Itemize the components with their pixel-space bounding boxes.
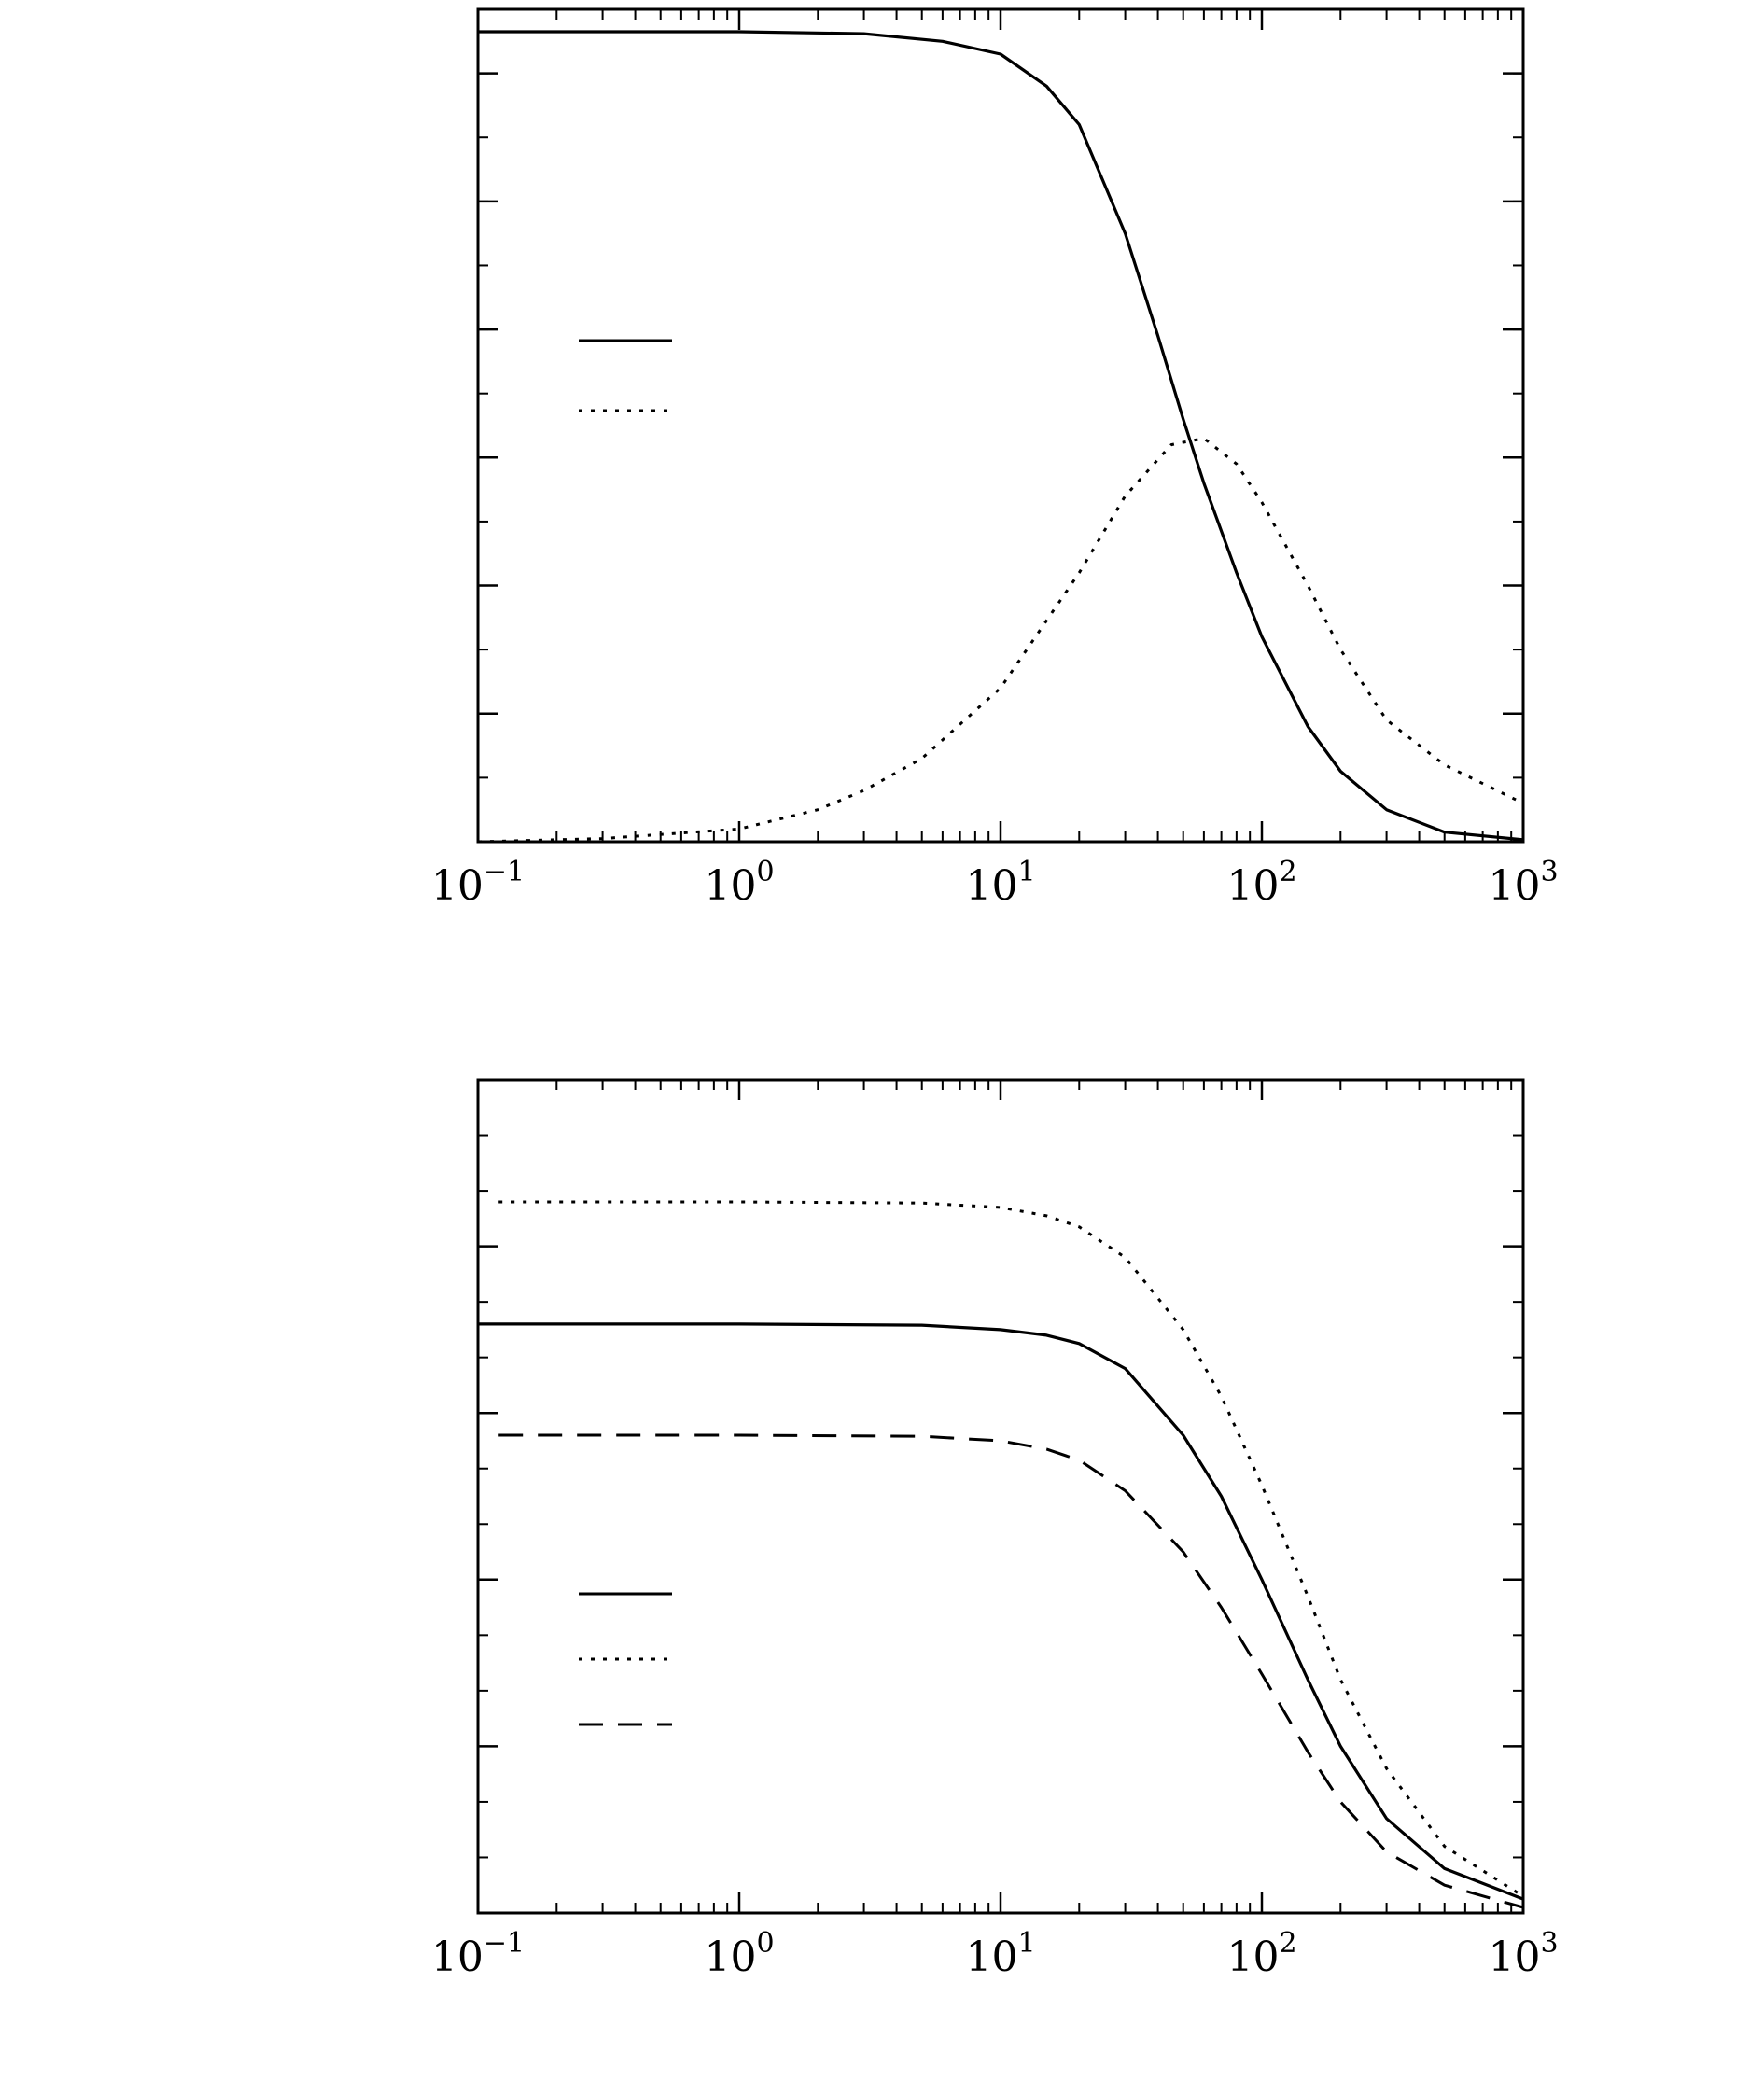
x-tick-exponent: −1 <box>483 856 525 888</box>
x-tick-base: 10 <box>431 862 483 910</box>
series-line-1 <box>478 1322 1524 1901</box>
x-tick-label: 10−1 <box>431 1927 525 1981</box>
series-line-2 <box>477 437 1524 844</box>
x-tick-base: 10 <box>965 1933 1017 1981</box>
plot-frame <box>476 7 1525 844</box>
x-tick-label: 101 <box>965 856 1035 910</box>
x-tick-base: 10 <box>1488 862 1540 910</box>
x-tick-label: 10−1 <box>431 856 525 910</box>
x-tick-exponent: 0 <box>756 1927 774 1960</box>
x-tick-base: 10 <box>1226 862 1279 910</box>
x-tick-base: 10 <box>965 862 1017 910</box>
x-tick-base: 10 <box>704 862 756 910</box>
x-tick-exponent: 3 <box>1540 856 1558 888</box>
series-line-1 <box>478 30 1524 842</box>
x-tick-exponent: 1 <box>1017 1927 1035 1960</box>
x-tick-base: 10 <box>1226 1933 1279 1981</box>
x-tick-exponent: −1 <box>483 1927 525 1960</box>
series-line-3 <box>498 1433 1524 1909</box>
x-tick-label: 100 <box>704 856 774 910</box>
series-line-2 <box>498 1200 1524 1898</box>
chart-panel-b: 10−1 100 101 102 103 <box>431 1078 1559 1981</box>
x-tick-label: 100 <box>704 1927 774 1981</box>
x-tick-base: 10 <box>704 1933 756 1981</box>
x-tick-exponent: 1 <box>1017 856 1035 888</box>
x-tick-label: 102 <box>1226 856 1296 910</box>
x-tick-exponent: 0 <box>756 856 774 888</box>
chart-panel-a: 10−1 100 101 102 103 <box>431 7 1559 910</box>
x-tick-label: 102 <box>1226 1927 1296 1981</box>
x-tick-base: 10 <box>431 1933 483 1981</box>
x-tick-exponent: 2 <box>1279 1927 1296 1960</box>
x-tick-base: 10 <box>1488 1933 1540 1981</box>
x-tick-label: 101 <box>965 1927 1035 1981</box>
x-tick-exponent: 3 <box>1540 1927 1558 1960</box>
x-tick-exponent: 2 <box>1279 856 1296 888</box>
x-tick-label: 103 <box>1488 1927 1558 1981</box>
x-tick-label: 103 <box>1488 856 1558 910</box>
